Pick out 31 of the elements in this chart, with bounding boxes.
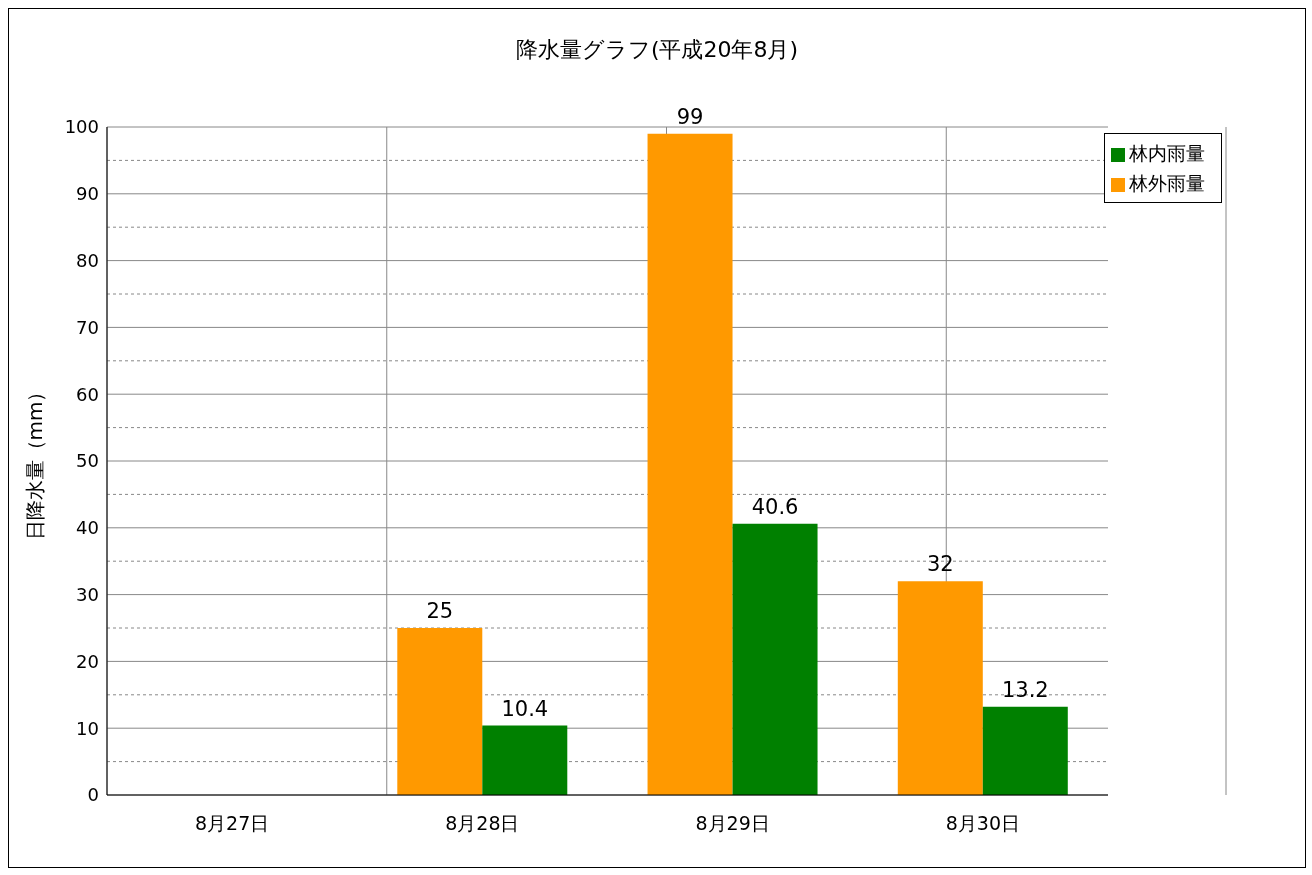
y-tick-label: 0 (87, 784, 99, 806)
bar (732, 523, 818, 795)
bar (897, 581, 983, 795)
y-tick-label: 70 (76, 316, 99, 338)
data-label: 10.4 (501, 696, 549, 721)
y-tick-label: 10 (76, 717, 99, 739)
bar (482, 725, 568, 795)
y-tick-label: 80 (76, 249, 99, 271)
y-tick-label: 50 (76, 450, 99, 472)
bar (982, 706, 1068, 795)
y-tick-label: 20 (76, 650, 99, 672)
legend-label: 林内雨量 (1129, 142, 1205, 164)
data-label: 13.2 (1001, 677, 1049, 702)
data-label: 40.6 (751, 494, 799, 519)
x-tick-label: 8月29日 (695, 812, 770, 835)
bar (397, 628, 483, 795)
y-tick-label: 90 (76, 183, 99, 205)
x-tick-label: 8月28日 (445, 812, 520, 835)
legend-label: 林外雨量 (1129, 172, 1205, 194)
x-tick-label: 8月30日 (945, 812, 1021, 835)
data-label: 99 (676, 104, 704, 129)
y-tick-label: 60 (76, 383, 99, 405)
data-label: 25 (426, 599, 454, 623)
y-tick-label: 100 (64, 116, 99, 138)
x-tick-label: 8月27日 (194, 812, 270, 835)
chart-title: 降水量グラフ(平成20年8月) (514, 36, 800, 64)
bar (647, 133, 733, 795)
y-axis-title: 日降水量（mm） (23, 381, 48, 541)
y-tick-label: 30 (76, 583, 99, 605)
y-tick-label: 40 (76, 517, 99, 539)
data-label: 32 (926, 552, 954, 577)
